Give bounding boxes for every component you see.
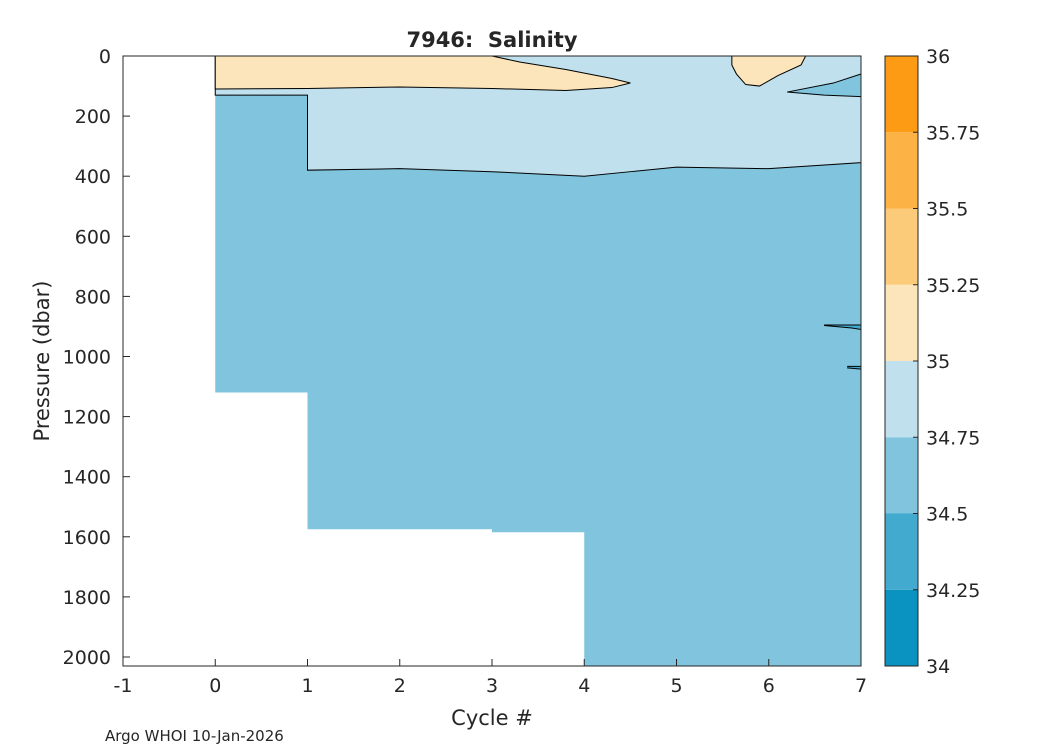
x-tick-label: 7 [855, 675, 867, 697]
footer-annotation: Argo WHOI 10-Jan-2026 [105, 727, 284, 745]
y-tick-label: 600 [75, 226, 111, 248]
y-axis-label: Pressure (dbar) [30, 281, 54, 442]
colorbar-tick-label: 34.25 [926, 580, 980, 602]
colorbar-bin [885, 437, 918, 514]
y-tick-label: 800 [75, 286, 111, 308]
colorbar-tick-label: 35.5 [926, 199, 968, 221]
colorbar-tick-label: 34.75 [926, 427, 980, 449]
x-axis-label: Cycle # [451, 706, 533, 730]
colorbar-tick-label: 35.75 [926, 122, 980, 144]
base-fill-34-5-to-34-75 [215, 56, 861, 666]
colorbar-bin [885, 361, 918, 438]
y-axis: 0 200 400 600 800 1000 1200 1400 1600 1800 2000 [63, 46, 130, 669]
salinity-region-1 [214, 55, 631, 92]
y-tick-label: 2000 [63, 647, 111, 669]
y-tick-label: 400 [75, 166, 111, 188]
y-tick-label: 0 [99, 46, 111, 68]
colorbar-tick-label: 34.5 [926, 504, 968, 526]
colorbar-bin [885, 284, 918, 361]
colorbar: 34 34.25 34.5 34.75 35 35.25 35.5 35.75 36 [884, 46, 980, 678]
y-tick-label: 1800 [63, 587, 111, 609]
colorbar-tick-label: 36 [926, 46, 950, 68]
x-tick-label: 4 [578, 675, 590, 697]
x-tick-label: 0 [209, 675, 221, 697]
salinity-region-2 [731, 55, 807, 87]
colorbar-bin [885, 56, 918, 133]
x-tick-label: 5 [670, 675, 682, 697]
colorbar-bin [885, 208, 918, 285]
x-tick-label: 3 [486, 675, 498, 697]
y-tick-label: 1400 [63, 467, 111, 489]
y-tick-label: 200 [75, 106, 111, 128]
y-tick-label: 1000 [63, 346, 111, 368]
colorbar-tick-label: 35.25 [926, 275, 980, 297]
y-tick-label: 1600 [63, 527, 111, 549]
x-axis: -1 0 1 2 3 4 5 6 7 [114, 659, 867, 697]
colorbar-bin [885, 132, 918, 209]
colorbar-tick-label: 34 [926, 656, 950, 678]
colorbar-tick-label: 35 [926, 351, 950, 373]
x-tick-label: 2 [394, 675, 406, 697]
y-tick-label: 1200 [63, 407, 111, 429]
colorbar-bin [885, 513, 918, 590]
salinity-fill-layer [215, 56, 861, 666]
colorbar-bin [885, 589, 918, 666]
salinity-region-layer [214, 55, 862, 177]
x-tick-label: 1 [301, 675, 313, 697]
x-tick-label: -1 [114, 675, 133, 697]
x-tick-label: 6 [763, 675, 775, 697]
chart-title: 7946: Salinity [406, 28, 577, 52]
